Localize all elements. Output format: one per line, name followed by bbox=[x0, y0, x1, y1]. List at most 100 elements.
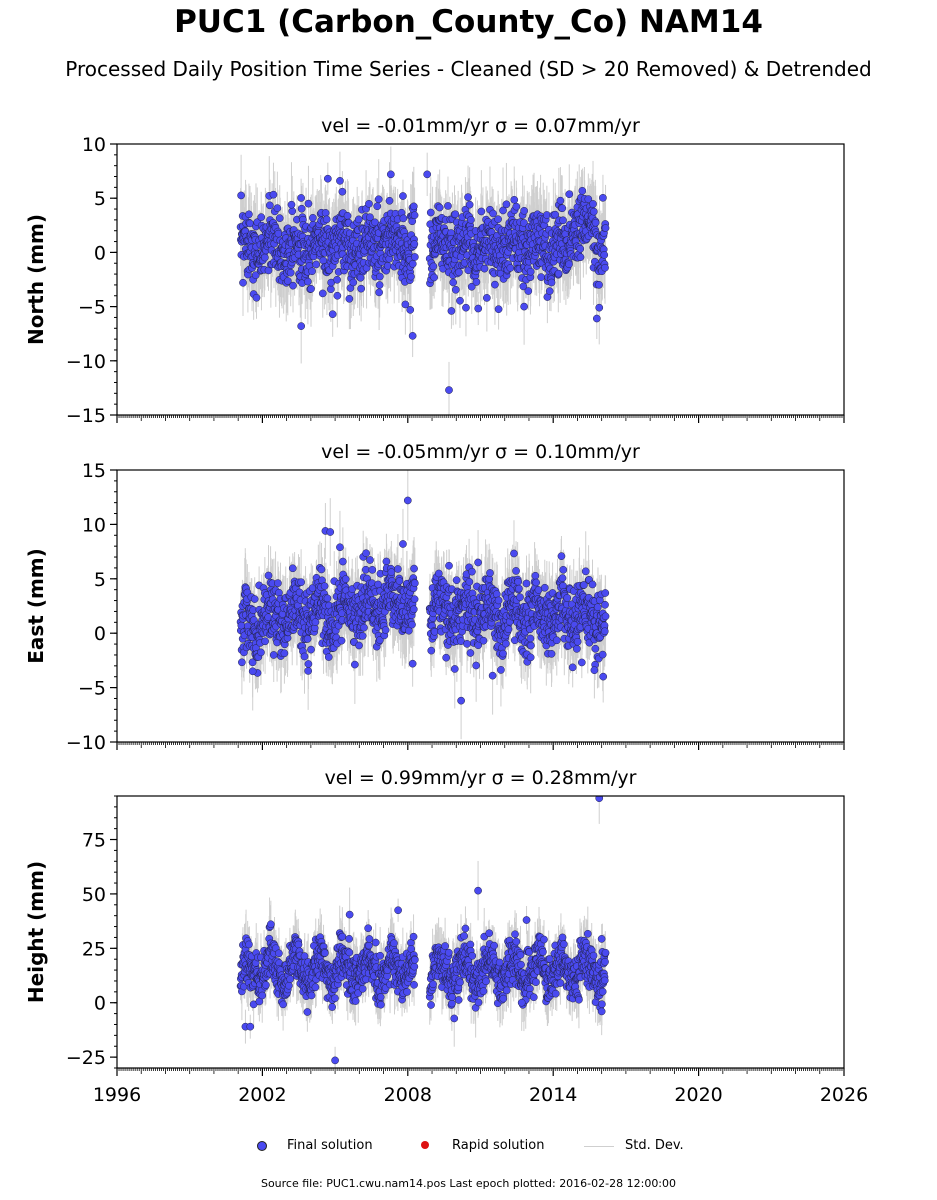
final-solution-point bbox=[248, 658, 257, 667]
final-solution-point bbox=[345, 294, 354, 303]
final-solution-point bbox=[551, 210, 560, 219]
final-solution-point bbox=[308, 267, 316, 276]
final-solution-point bbox=[430, 273, 439, 282]
series-east bbox=[236, 470, 610, 740]
final-solution-point bbox=[239, 278, 247, 287]
final-solution-point bbox=[289, 281, 297, 290]
final-solution-point bbox=[499, 206, 507, 215]
final-solution-point bbox=[327, 285, 335, 294]
final-solution-point bbox=[297, 204, 306, 213]
final-solution-point bbox=[526, 267, 535, 276]
final-solution-point bbox=[269, 651, 278, 659]
final-solution-point bbox=[467, 215, 475, 224]
final-solution-point bbox=[275, 214, 284, 223]
final-solution-point bbox=[361, 565, 370, 574]
final-solution-point bbox=[261, 253, 269, 262]
final-solution-point bbox=[362, 549, 370, 558]
final-solution-point bbox=[304, 667, 313, 675]
final-solution-point bbox=[357, 284, 365, 293]
y-tick-label: 5 bbox=[94, 188, 106, 210]
final-solution-point bbox=[558, 204, 567, 213]
final-solution-point bbox=[472, 278, 481, 286]
final-solution-point bbox=[288, 564, 297, 573]
final-solution-point bbox=[520, 206, 529, 215]
final-solution-point bbox=[491, 280, 499, 289]
final-solution-point bbox=[449, 278, 458, 287]
final-solution-point bbox=[385, 196, 394, 205]
final-solution-point bbox=[323, 174, 332, 183]
y-axis-label-north: North (mm) bbox=[24, 214, 48, 345]
final-solution-point bbox=[559, 216, 567, 225]
final-solution-point bbox=[339, 557, 347, 566]
final-solution-point bbox=[410, 211, 419, 220]
final-solution-point bbox=[297, 194, 305, 202]
final-solution-point bbox=[341, 575, 350, 583]
final-solution-point bbox=[447, 307, 456, 315]
final-solution-point bbox=[304, 199, 313, 208]
final-solution-point bbox=[318, 289, 327, 298]
final-solution-point bbox=[465, 200, 474, 209]
final-solution-point bbox=[257, 213, 266, 222]
time-series-figure: vel = -0.01mm/yr σ = 0.07mm/yr North (mm)… bbox=[24, 115, 868, 1106]
final-solution-point bbox=[351, 660, 359, 669]
panel-north: vel = -0.01mm/yr σ = 0.07mm/yr North (mm)… bbox=[24, 115, 845, 427]
final-solution-point bbox=[477, 207, 486, 216]
final-solution-point bbox=[273, 204, 282, 212]
final-solution-point bbox=[307, 645, 315, 654]
final-solution-point bbox=[366, 556, 374, 564]
final-solution-point bbox=[265, 201, 274, 210]
final-solution-point bbox=[274, 579, 282, 587]
final-solution-point bbox=[309, 213, 317, 222]
final-solution-point bbox=[423, 170, 432, 179]
final-solution-point bbox=[288, 207, 297, 215]
final-solution-point bbox=[300, 652, 309, 661]
final-solution-point bbox=[257, 648, 265, 657]
final-solution-point bbox=[280, 649, 289, 658]
final-solution-point bbox=[354, 215, 363, 224]
final-solution-point bbox=[269, 190, 278, 199]
final-solution-point bbox=[576, 253, 585, 262]
final-solution-point bbox=[494, 305, 503, 314]
final-solution-point bbox=[333, 275, 341, 284]
final-solution-point bbox=[429, 262, 438, 271]
final-solution-point bbox=[264, 613, 273, 622]
final-solution-point bbox=[252, 293, 261, 302]
final-solution-point bbox=[261, 637, 269, 646]
final-solution-point bbox=[474, 304, 483, 313]
final-solution-point bbox=[251, 271, 260, 280]
final-solution-point bbox=[409, 202, 418, 211]
final-solution-point bbox=[600, 251, 609, 259]
final-points-north bbox=[236, 170, 610, 394]
final-solution-point bbox=[333, 291, 342, 300]
final-solution-point bbox=[520, 302, 528, 311]
final-solution-point bbox=[304, 660, 313, 668]
final-solution-point bbox=[506, 264, 515, 272]
final-solution-point bbox=[456, 296, 464, 305]
final-solution-point bbox=[304, 277, 312, 286]
y-tick-label: 0 bbox=[94, 242, 106, 264]
final-solution-point bbox=[317, 565, 326, 574]
final-solution-point bbox=[323, 594, 332, 603]
final-solution-point bbox=[576, 244, 585, 253]
final-solution-point bbox=[407, 272, 415, 281]
final-solution-point bbox=[376, 272, 384, 281]
final-solution-point bbox=[589, 200, 597, 208]
final-solution-point bbox=[366, 213, 374, 222]
final-solution-point bbox=[589, 207, 598, 216]
final-solution-point bbox=[547, 278, 556, 287]
final-solution-point bbox=[410, 240, 419, 248]
panel-title-north: vel = -0.01mm/yr σ = 0.07mm/yr bbox=[321, 115, 640, 137]
final-solution-point bbox=[489, 209, 497, 218]
final-solution-point bbox=[246, 219, 254, 228]
final-solution-point bbox=[556, 196, 565, 205]
final-solution-point bbox=[355, 641, 363, 650]
final-solution-point bbox=[336, 177, 344, 185]
final-solution-point bbox=[592, 314, 601, 323]
final-solution-point bbox=[502, 200, 511, 209]
y-tick-label: −5 bbox=[78, 297, 106, 319]
final-solution-point bbox=[371, 218, 379, 227]
series-north bbox=[236, 146, 610, 415]
final-solution-point bbox=[343, 211, 352, 220]
final-solution-point bbox=[408, 260, 417, 268]
final-solution-point bbox=[406, 306, 415, 314]
